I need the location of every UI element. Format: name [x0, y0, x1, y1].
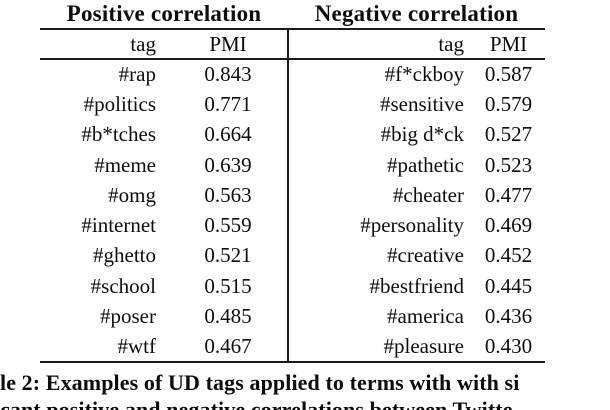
- tag-column-header: tag: [130, 31, 156, 56]
- pmi-cell: 0.452: [484, 243, 533, 268]
- table-row: #big d*ck 0.527: [288, 120, 545, 150]
- tag-cell: #bestfriend: [369, 273, 464, 298]
- table-row: #wtf 0.467: [40, 332, 288, 362]
- positive-correlation-rows: #rap 0.843 #politics 0.771 #b*tches 0.664 #mem…: [40, 59, 288, 362]
- pmi-cell: 0.523: [484, 152, 533, 177]
- pmi-cell: 0.430: [484, 334, 533, 359]
- table-row: #poser 0.485: [40, 301, 288, 331]
- table-row: #omg 0.563: [40, 180, 288, 210]
- pmi-column-header: PMI: [209, 31, 247, 56]
- tag-cell: #b*tches: [81, 122, 156, 147]
- positive-correlation-title: Positive correlation: [66, 1, 262, 26]
- tag-cell: #school: [90, 273, 156, 298]
- table-row: #rap 0.843: [40, 59, 288, 89]
- table-top-rule: [40, 28, 545, 30]
- pmi-cell: 0.664: [204, 122, 252, 147]
- pmi-cell: 0.559: [204, 213, 252, 238]
- table-row: #pleasure 0.430: [288, 332, 545, 362]
- pmi-cell: 0.527: [484, 122, 533, 147]
- table-row: #school 0.515: [40, 271, 288, 301]
- table-row: #b*tches 0.664: [40, 120, 288, 150]
- table-row: #america 0.436: [288, 301, 545, 331]
- tag-column-header: tag: [438, 31, 464, 56]
- table-row: #meme 0.639: [40, 150, 288, 180]
- pmi-cell: 0.445: [484, 273, 533, 298]
- table-caption-line1: le 2: Examples of UD tags applied to ter…: [0, 370, 520, 395]
- tag-cell: #america: [387, 304, 464, 329]
- tag-cell: #poser: [100, 304, 156, 329]
- tag-cell: #pathetic: [387, 152, 464, 177]
- tag-cell: #omg: [108, 182, 156, 207]
- pmi-cell: 0.639: [204, 152, 252, 177]
- tag-cell: #rap: [118, 61, 156, 86]
- tag-cell: #sensitive: [380, 91, 464, 116]
- tag-cell: #pleasure: [383, 334, 464, 359]
- table-row: #politics 0.771: [40, 89, 288, 119]
- table-mid-rule: [40, 58, 545, 60]
- tag-cell: #cheater: [392, 182, 464, 207]
- pmi-cell: 0.521: [204, 243, 252, 268]
- negative-header-row: tag PMI: [288, 29, 545, 59]
- table-bottom-rule: [40, 361, 545, 364]
- table-row: #bestfriend 0.445: [288, 271, 545, 301]
- tag-cell: #big d*ck: [380, 122, 464, 147]
- tag-cell: #meme: [94, 152, 156, 177]
- table-row: #personality 0.469: [288, 210, 545, 240]
- pmi-cell: 0.587: [484, 61, 533, 86]
- table-row: #ghetto 0.521: [40, 241, 288, 271]
- negative-correlation-title: Negative correlation: [314, 1, 519, 26]
- tag-cell: #f*ckboy: [384, 61, 464, 86]
- table-row: #f*ckboy 0.587: [288, 59, 545, 89]
- tag-cell: #politics: [83, 91, 156, 116]
- pmi-cell: 0.771: [204, 91, 252, 116]
- tag-cell: #creative: [387, 243, 464, 268]
- table-column-divider: [287, 28, 289, 363]
- pmi-cell: 0.485: [204, 304, 252, 329]
- pmi-cell: 0.563: [204, 182, 252, 207]
- table-row: #sensitive 0.579: [288, 89, 545, 119]
- pmi-cell: 0.477: [484, 182, 533, 207]
- tag-cell: #ghetto: [93, 243, 156, 268]
- pmi-cell: 0.467: [204, 334, 252, 359]
- negative-correlation-rows: #f*ckboy 0.587 #sensitive 0.579 #big d*ck 0.5…: [288, 59, 545, 362]
- table-row: #internet 0.559: [40, 210, 288, 240]
- pmi-cell: 0.436: [484, 304, 533, 329]
- pmi-cell: 0.579: [484, 91, 533, 116]
- pmi-cell: 0.515: [204, 273, 252, 298]
- positive-header-row: tag PMI: [40, 29, 288, 59]
- pmi-column-header: PMI: [489, 31, 528, 56]
- table-row: #cheater 0.477: [288, 180, 545, 210]
- tag-cell: #personality: [360, 213, 464, 238]
- table-caption-line2: cant positive and negative correlations …: [0, 397, 513, 410]
- tag-cell: #internet: [81, 213, 156, 238]
- table-row: #creative 0.452: [288, 241, 545, 271]
- tag-cell: #wtf: [117, 334, 157, 359]
- table-row: #pathetic 0.523: [288, 150, 545, 180]
- pmi-cell: 0.843: [204, 61, 252, 86]
- pmi-cell: 0.469: [484, 213, 533, 238]
